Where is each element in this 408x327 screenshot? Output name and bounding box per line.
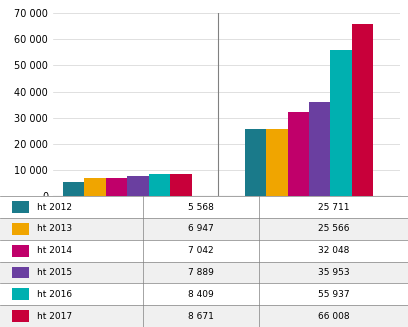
- Bar: [12, 310, 29, 322]
- Text: ht 2015: ht 2015: [37, 268, 72, 277]
- Bar: [330, 50, 352, 196]
- Text: 32 048: 32 048: [318, 246, 349, 255]
- Bar: [0, 284, 408, 305]
- Bar: [127, 176, 149, 196]
- Bar: [12, 201, 29, 213]
- Bar: [0, 240, 408, 262]
- Text: 8 409: 8 409: [188, 290, 214, 299]
- Text: 25 711: 25 711: [318, 203, 349, 212]
- Bar: [12, 288, 29, 300]
- Text: 25 566: 25 566: [318, 224, 349, 233]
- Bar: [63, 181, 84, 196]
- Bar: [245, 129, 266, 196]
- Text: 8 671: 8 671: [188, 312, 214, 320]
- Text: 55 937: 55 937: [318, 290, 349, 299]
- Text: ht 2013: ht 2013: [37, 224, 72, 233]
- Text: 66 008: 66 008: [318, 312, 349, 320]
- Bar: [0, 218, 408, 240]
- Bar: [0, 305, 408, 327]
- Bar: [149, 174, 170, 196]
- Bar: [309, 102, 330, 196]
- Text: ht 2016: ht 2016: [37, 290, 72, 299]
- Bar: [106, 178, 127, 196]
- Text: ht 2014: ht 2014: [37, 246, 72, 255]
- Bar: [0, 262, 408, 284]
- Text: ht 2012: ht 2012: [37, 203, 72, 212]
- Bar: [12, 267, 29, 279]
- Text: ht 2017: ht 2017: [37, 312, 72, 320]
- Bar: [170, 174, 192, 196]
- Bar: [0, 196, 408, 218]
- Text: 7 889: 7 889: [188, 268, 214, 277]
- Text: 5 568: 5 568: [188, 203, 214, 212]
- Bar: [12, 223, 29, 235]
- Text: 6 947: 6 947: [188, 224, 214, 233]
- Bar: [266, 129, 288, 196]
- Bar: [12, 245, 29, 257]
- Bar: [84, 178, 106, 196]
- X-axis label: Sökande: Sökande: [202, 215, 251, 225]
- Text: 7 042: 7 042: [188, 246, 214, 255]
- Text: 35 953: 35 953: [318, 268, 349, 277]
- Bar: [352, 24, 373, 196]
- Bar: [288, 112, 309, 196]
